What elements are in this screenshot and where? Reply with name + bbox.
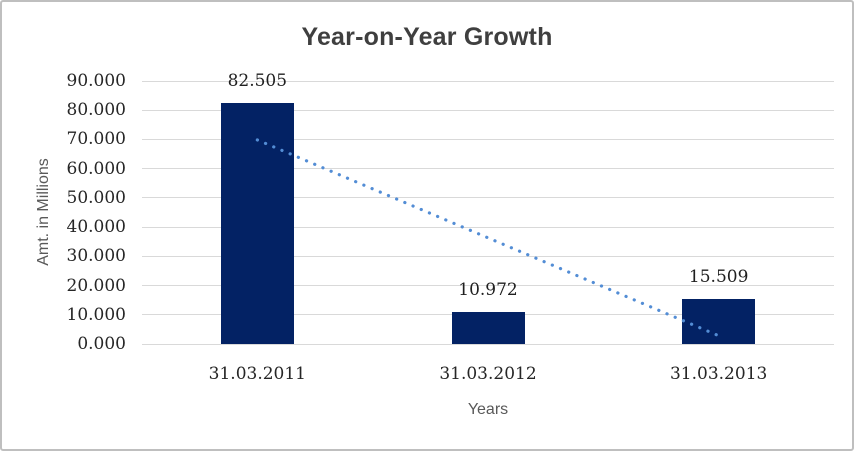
y-axis-tick-label: 60.000 [66, 158, 126, 179]
bar [682, 298, 756, 344]
chart-title: Year-on-Year Growth [301, 23, 553, 51]
y-axis-tick-label: 50.000 [66, 187, 126, 208]
y-axis-tick-label: 40.000 [66, 217, 126, 238]
bar-data-label: 10.972 [458, 279, 518, 300]
gridline [142, 80, 834, 82]
bar [220, 102, 294, 344]
bar-data-label: 82.505 [227, 70, 288, 91]
x-axis-tick-label: 31.03.2012 [439, 364, 537, 384]
bar [451, 311, 525, 344]
y-axis-tick-label: 10.000 [66, 304, 126, 325]
gridline [142, 109, 834, 111]
bar-data-label: 15.509 [688, 266, 749, 287]
y-axis-tick-label: 0.000 [77, 334, 126, 354]
gridline [142, 343, 834, 345]
y-axis-tick-label: 70.000 [66, 129, 126, 150]
y-axis-tick-label: 30.000 [66, 246, 126, 267]
x-axis-tick-label: 31.03.2011 [208, 364, 306, 384]
y-axis-tick-label: 90.000 [66, 71, 126, 91]
y-axis-tick-label: 20.000 [66, 275, 126, 296]
y-axis-title: Amt. in Millions [35, 158, 52, 266]
x-axis-tick-label: 31.03.2013 [669, 364, 768, 384]
x-axis-title: Years [467, 401, 509, 418]
y-axis-tick-label: 80.000 [66, 100, 126, 121]
